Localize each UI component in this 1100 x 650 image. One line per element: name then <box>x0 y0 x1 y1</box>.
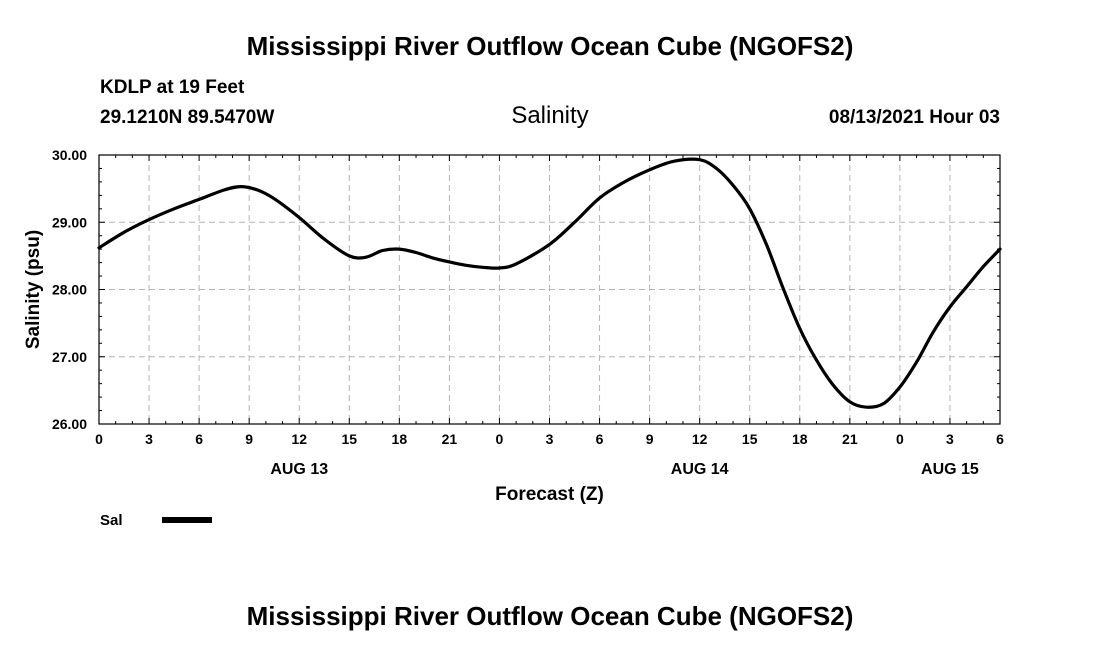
y-axis-label: Salinity (psu) <box>23 230 44 349</box>
x-tick-label: 9 <box>646 431 654 447</box>
x-tick-label: 12 <box>692 431 708 447</box>
day-label: AUG 15 <box>921 461 979 478</box>
x-tick-label: 0 <box>496 431 504 447</box>
station-label: KDLP at 19 Feet <box>100 77 245 98</box>
x-tick-label: 3 <box>546 431 554 447</box>
y-tick-label: 27.00 <box>52 349 87 365</box>
y-tick-label: 28.00 <box>52 282 87 298</box>
y-tick-label: 29.00 <box>52 214 87 230</box>
y-tick-label: 26.00 <box>52 416 87 432</box>
x-tick-label: 3 <box>946 431 954 447</box>
x-tick-label: 3 <box>145 431 153 447</box>
day-label: AUG 13 <box>270 461 328 478</box>
x-tick-label: 9 <box>245 431 253 447</box>
x-tick-labels: 0 3 6 9 12 15 18 21 0 3 6 9 12 15 18 21 0 3 6 <box>95 431 1004 447</box>
legend-label-sal: Sal <box>100 512 123 529</box>
x-tick-label: 0 <box>896 431 904 447</box>
chart-subtitle: Salinity <box>511 102 589 129</box>
day-labels: AUG 13 AUG 14 AUG 15 <box>270 461 979 478</box>
x-tick-label: 18 <box>392 431 408 447</box>
legend-swatch-sal <box>162 517 212 523</box>
x-tick-label: 12 <box>291 431 307 447</box>
y-tick-label: 30.00 <box>52 147 87 163</box>
y-tick-labels: 26.00 27.00 28.00 29.00 30.00 <box>52 147 87 432</box>
x-tick-label: 21 <box>442 431 458 447</box>
x-tick-label: 15 <box>341 431 357 447</box>
footer-title: Mississippi River Outflow Ocean Cube (NG… <box>246 601 854 631</box>
x-tick-label: 0 <box>95 431 103 447</box>
legend: Sal <box>100 512 212 529</box>
grid-lines <box>99 155 1000 424</box>
x-tick-label: 15 <box>742 431 758 447</box>
x-axis-label: Forecast (Z) <box>495 484 604 505</box>
x-tick-label: 6 <box>996 431 1004 447</box>
chart-title: Mississippi River Outflow Ocean Cube (NG… <box>246 31 854 61</box>
axis-ticks <box>98 154 1001 425</box>
day-label: AUG 14 <box>671 461 729 478</box>
x-tick-label: 18 <box>792 431 808 447</box>
issue-time: 08/13/2021 Hour 03 <box>828 107 1000 128</box>
x-tick-label: 21 <box>842 431 858 447</box>
x-tick-label: 6 <box>195 431 203 447</box>
station-coordinates: 29.1210N 89.5470W <box>100 107 275 128</box>
series-line-sal <box>97 157 1002 409</box>
x-tick-label: 6 <box>596 431 604 447</box>
